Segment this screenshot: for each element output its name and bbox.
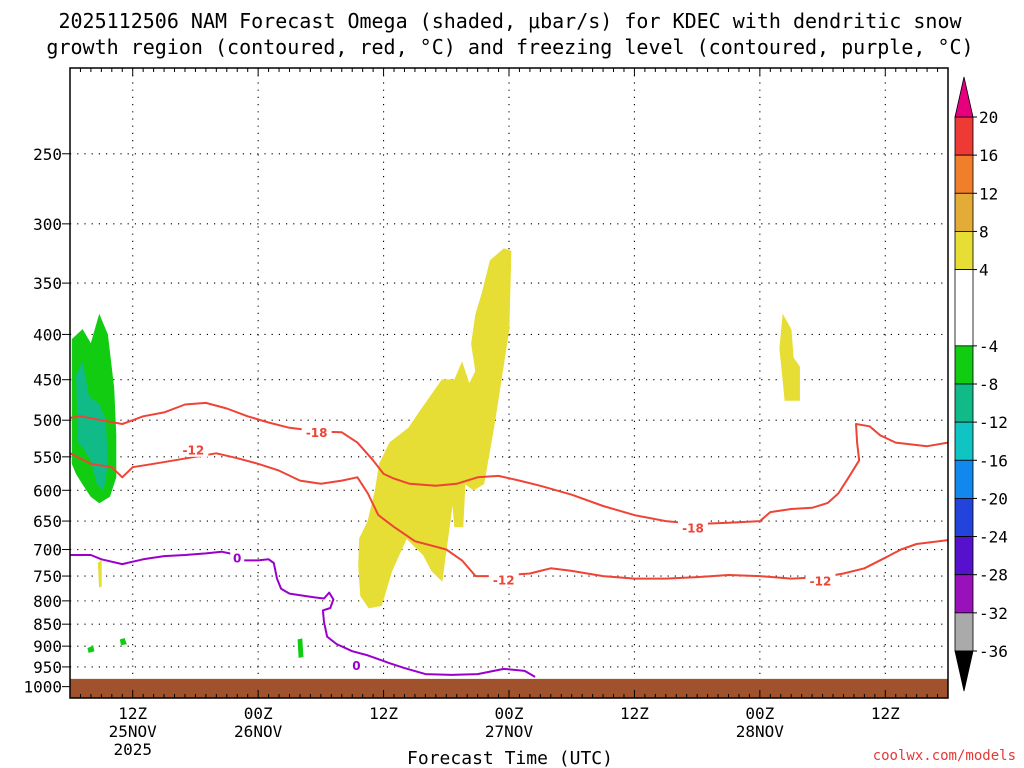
- y-tick-label-650: 650: [33, 512, 62, 531]
- colorbar-top-arrow: [954, 76, 974, 118]
- contour-dgz-minus-18: [70, 401, 948, 525]
- colorbar-segment: [954, 383, 974, 423]
- colorbar-segment: [954, 116, 974, 156]
- colorbar-bottom-arrow: [954, 650, 974, 692]
- colorbar-segment: [954, 421, 974, 461]
- contour-label-bg: [488, 572, 519, 588]
- contour-label-dgz-minus-12-1: -12: [493, 574, 515, 588]
- omega-region-small-upward-cell-a: [87, 645, 95, 653]
- contour-label-freezing-level-0-1: 0: [352, 659, 360, 673]
- contour-label-bg: [349, 657, 364, 673]
- colorbar-label--20: -20: [979, 489, 1008, 508]
- x-tick-label-66: 00Z: [745, 704, 774, 723]
- omega-region-small-upward-cell-b: [119, 638, 127, 646]
- y-tick-label-400: 400: [33, 325, 62, 344]
- y-tick-label-950: 950: [33, 658, 62, 677]
- colorbar-segment: [954, 574, 974, 614]
- colorbar-label--16: -16: [979, 451, 1008, 470]
- colorbar-label--32: -32: [979, 604, 1008, 623]
- contour-freezing-level-0: [70, 550, 536, 678]
- y-tick-label-800: 800: [33, 592, 62, 611]
- x-tick-label-42: 00Z: [495, 704, 524, 723]
- contour-label-freezing-level-0-0: 0: [233, 552, 241, 566]
- colorbar-label--24: -24: [979, 528, 1008, 547]
- colorbar-label-16: 16: [979, 146, 998, 165]
- credit-text: coolwx.com/models: [873, 748, 1016, 764]
- ground-surface: [70, 678, 948, 698]
- contour-dgz-minus-12: [70, 452, 948, 580]
- colorbar-segment: [954, 154, 974, 194]
- x-date-label-2025: 2025: [113, 740, 152, 759]
- colorbar-segment: [954, 612, 974, 652]
- x-tick-label-78: 12Z: [871, 704, 900, 723]
- y-tick-label-900: 900: [33, 637, 62, 656]
- colorbar-segment: [954, 192, 974, 232]
- x-tick-label-54: 12Z: [620, 704, 649, 723]
- contour-label-bg: [805, 573, 836, 589]
- y-tick-label-300: 300: [33, 215, 62, 234]
- grid-lines: [70, 68, 948, 698]
- ground-fill: [70, 678, 948, 698]
- x-date-label-28NOV: 28NOV: [736, 722, 785, 741]
- x-date-label-26NOV: 26NOV: [234, 722, 283, 741]
- contour-label-bg: [677, 520, 708, 536]
- y-tick-label-1000: 1000: [23, 678, 62, 697]
- x-tick-label-18: 00Z: [244, 704, 273, 723]
- y-tick-label-450: 450: [33, 371, 62, 390]
- y-tick-label-250: 250: [33, 145, 62, 164]
- omega-region-downward-motion-small-early: [97, 559, 102, 588]
- contour-label-bg: [301, 424, 332, 440]
- x-tick-label-6: 12Z: [118, 704, 147, 723]
- chart-title-line2: growth region (contoured, red, °C) and f…: [46, 35, 973, 59]
- y-axis: 250 300 350 400 450 500 550 600 650 700 750 800 850 9…: [23, 145, 70, 697]
- contour-label-bg: [230, 550, 245, 566]
- y-tick-label-600: 600: [33, 481, 62, 500]
- y-tick-label-850: 850: [33, 615, 62, 634]
- x-date-label-25NOV: 25NOV: [109, 722, 158, 741]
- omega-region-downward-motion-main: [358, 248, 512, 609]
- colorbar-segment: [954, 536, 974, 576]
- plot-area: -12 -12 -12 -18 -18 0 0: [69, 67, 949, 699]
- colorbar-segment: [954, 345, 974, 385]
- y-tick-label-700: 700: [33, 541, 62, 560]
- colorbar-label-8: 8: [979, 222, 989, 241]
- y-tick-label-550: 550: [33, 448, 62, 467]
- colorbar-label--36: -36: [979, 642, 1008, 661]
- contour-label-dgz-minus-18-1: -18: [682, 522, 704, 536]
- omega-region-downward-motion-late: [779, 313, 800, 401]
- colorbar-label--8: -8: [979, 375, 998, 394]
- colorbar-label-20: 20: [979, 108, 998, 127]
- contour-label-dgz-minus-12-0: -12: [182, 443, 204, 457]
- colorbar-segment: [954, 269, 974, 347]
- contour-lines: -12 -12 -12 -18 -18 0 0: [70, 401, 948, 678]
- contour-label-dgz-minus-12-2: -12: [810, 575, 832, 589]
- colorbar: 20 16 12 8 4 -4 -8 -12 -16 -20 -24 -28 -32 -36: [954, 76, 1008, 692]
- x-axis-title: Forecast Time (UTC): [407, 748, 613, 768]
- colorbar-label--28: -28: [979, 566, 1008, 585]
- colorbar-label--4: -4: [979, 337, 998, 356]
- y-tick-label-350: 350: [33, 274, 62, 293]
- contour-label-bg: [178, 441, 209, 457]
- colorbar-segment: [954, 231, 974, 270]
- omega-region-upward-motion-strong-early: [75, 361, 108, 491]
- contour-label-dgz-minus-18-0: -18: [306, 426, 328, 440]
- x-tick-label-30: 12Z: [369, 704, 398, 723]
- colorbar-label--12: -12: [979, 413, 1008, 432]
- colorbar-segment: [954, 459, 974, 499]
- omega-shading: [71, 248, 800, 658]
- colorbar-label-4: 4: [979, 261, 989, 280]
- y-tick-label-500: 500: [33, 411, 62, 430]
- colorbar-segment: [954, 498, 974, 537]
- colorbar-label-12: 12: [979, 184, 998, 203]
- x-date-label-27NOV: 27NOV: [485, 722, 534, 741]
- omega-region-small-upward-cell-c: [297, 638, 304, 658]
- y-tick-label-750: 750: [33, 567, 62, 586]
- chart-title-line1: 2025112506 NAM Forecast Omega (shaded, μ…: [58, 9, 962, 33]
